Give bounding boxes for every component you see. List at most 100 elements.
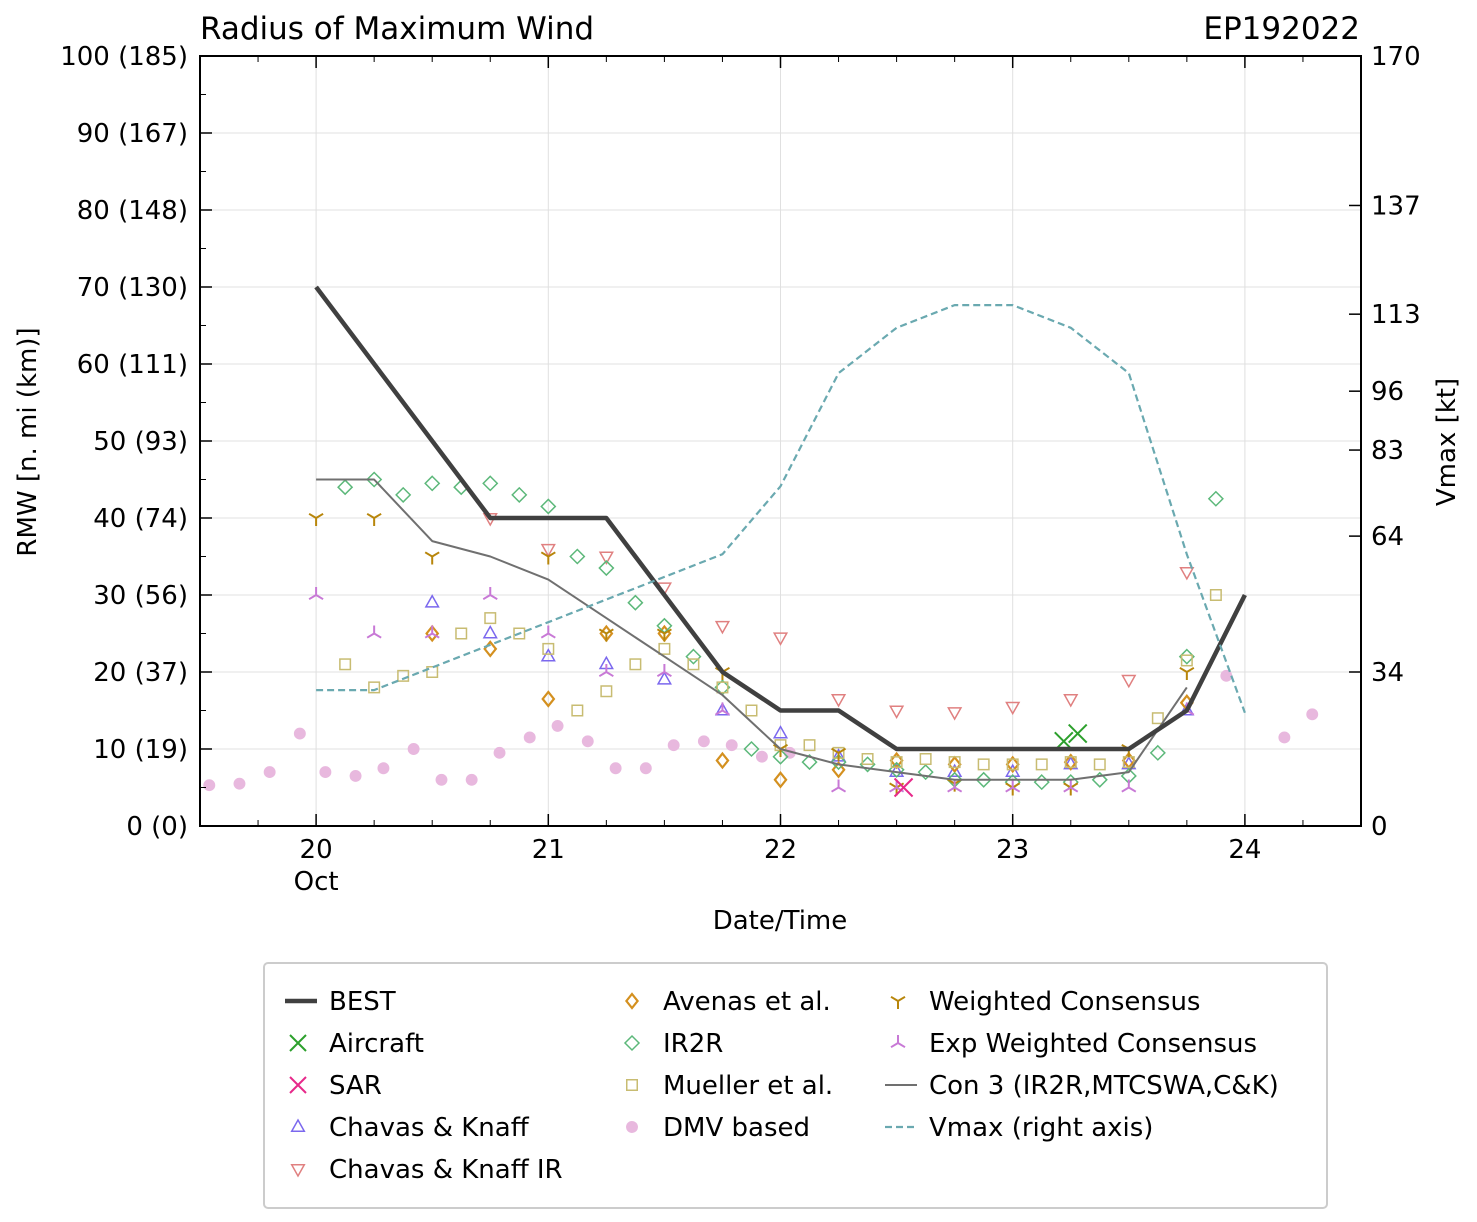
y-tick-label: 80 (148) [77, 196, 188, 226]
data-point [377, 762, 390, 775]
y2-tick-label: 83 [1371, 436, 1404, 466]
chart-title: Radius of Maximum Wind [200, 11, 594, 47]
data-point [656, 628, 672, 642]
data-point [830, 694, 847, 708]
legend-swatch [624, 992, 640, 1010]
data-point [1064, 756, 1077, 769]
data-point [571, 704, 584, 717]
data-point [263, 766, 276, 779]
legend-item: Chavas & Knaff IR [290, 1155, 563, 1185]
y-tick-label: 0 (0) [126, 812, 188, 842]
data-point [1005, 701, 1021, 716]
data-point [542, 642, 555, 655]
data-point [368, 681, 381, 694]
y-tick-label: 40 (74) [93, 504, 188, 534]
data-point [725, 739, 738, 752]
legend-item: Vmax (right axis) [885, 1113, 1153, 1143]
data-point [1151, 712, 1164, 725]
data-point [598, 664, 614, 678]
y-tick-label: 50 (93) [93, 427, 188, 457]
y-tick-label: 30 (56) [93, 581, 188, 611]
data-point [308, 587, 324, 601]
data-point [1005, 763, 1021, 778]
legend-swatch [289, 1076, 307, 1094]
y2-tick-label: 64 [1371, 522, 1404, 552]
legend-label: SAR [329, 1071, 382, 1101]
data-point [366, 512, 382, 526]
series-con-3-ir2r-mtcswa-c-k- [316, 478, 1188, 781]
data-point [203, 779, 216, 792]
y2-tick-label: 96 [1371, 377, 1404, 407]
series-avenas-et-al- [425, 624, 1194, 789]
y2-tick-label: 0 [1371, 812, 1388, 842]
data-point [1180, 654, 1193, 667]
data-point [511, 486, 528, 503]
data-point [1220, 669, 1233, 682]
data-point [339, 658, 352, 671]
data-point [513, 627, 526, 640]
data-point [319, 766, 332, 779]
data-point [1278, 731, 1291, 744]
data-point [639, 762, 652, 775]
data-point [426, 666, 439, 678]
data-point [697, 735, 710, 748]
data-point [1033, 774, 1050, 791]
data-point [493, 746, 506, 759]
data-point [581, 735, 594, 748]
x-tick-label: 22 [764, 835, 797, 865]
legend-label: Con 3 (IR2R,MTCSWA,C&K) [929, 1071, 1279, 1101]
data-point [455, 627, 468, 640]
legend-item: Con 3 (IR2R,MTCSWA,C&K) [885, 1071, 1279, 1101]
legend-item: Aircraft [289, 1029, 424, 1059]
data-point [773, 771, 788, 789]
data-point [424, 475, 441, 492]
data-point [772, 748, 789, 765]
data-point [541, 690, 556, 708]
data-point [830, 748, 847, 762]
x-axis-label: Date/Time [713, 906, 848, 936]
y-tick-label: 20 (37) [93, 658, 188, 688]
y2-tick-label: 34 [1371, 658, 1404, 688]
data-point [349, 770, 362, 782]
data-point [425, 624, 440, 643]
data-point [801, 754, 818, 771]
data-point [233, 777, 246, 790]
data-point [1306, 708, 1319, 721]
data-point [714, 702, 730, 716]
data-point [366, 625, 382, 639]
data-point [465, 773, 478, 786]
data-point [714, 620, 731, 635]
data-point [424, 551, 440, 565]
data-point [293, 727, 306, 740]
data-point [745, 704, 758, 717]
data-point [889, 705, 905, 720]
data-point [1005, 755, 1020, 774]
data-point [743, 740, 760, 758]
data-point [755, 750, 768, 763]
legend-label: Exp Weighted Consensus [929, 1029, 1257, 1059]
data-point [598, 628, 614, 642]
data-point [831, 747, 847, 761]
data-point [1068, 723, 1088, 744]
legend-label: Mueller et al. [663, 1071, 833, 1101]
y-tick-label: 10 (19) [93, 735, 188, 765]
y2-axis-label: Vmax [kt] [1432, 378, 1462, 506]
data-point [337, 479, 354, 496]
series-line [314, 285, 1247, 752]
data-point [947, 707, 963, 721]
data-point [1063, 782, 1079, 796]
series-line [316, 304, 1246, 714]
legend-item: DMV based [626, 1113, 810, 1143]
legend-label: Chavas & Knaff IR [329, 1155, 563, 1185]
legend-item: Chavas & Knaff [290, 1113, 530, 1143]
legend-swatch [626, 1121, 638, 1133]
legend-swatch [890, 995, 906, 1009]
y-axis-label: RMW [n. mi (km)] [13, 327, 43, 556]
data-point [540, 551, 556, 565]
legend-swatch [626, 1079, 638, 1091]
data-point [540, 498, 557, 515]
data-point [1035, 758, 1048, 771]
series-mueller-et-al- [339, 589, 1222, 771]
series-sar [893, 777, 914, 798]
